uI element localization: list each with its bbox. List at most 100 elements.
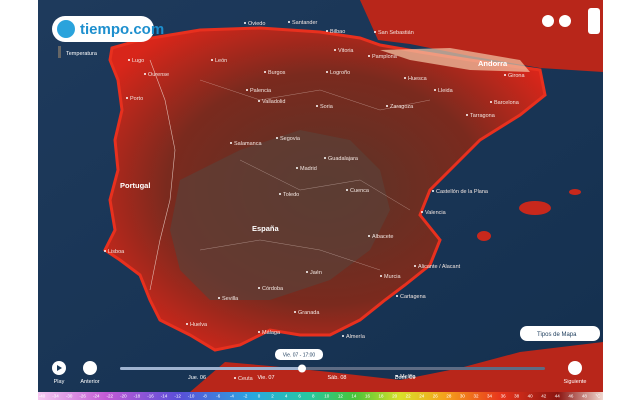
- button-zoom-out[interactable]: [559, 15, 571, 27]
- city-label: Oviedo: [248, 21, 265, 27]
- scale-label: -8: [203, 394, 207, 399]
- border-portugal: [149, 59, 176, 291]
- country-label: Portugal: [120, 181, 150, 190]
- city-label: Girona: [508, 73, 525, 79]
- land-meseta: [170, 130, 390, 300]
- city-label: Logroño: [330, 70, 350, 76]
- scale-label: 48: [582, 394, 588, 399]
- city-label: Albacete: [372, 234, 393, 240]
- scale-label: 2: [271, 394, 274, 399]
- city-dot: [128, 59, 130, 61]
- city-label: Melilla: [400, 374, 417, 380]
- labels-layer: Oviedo Santander Bilbao San Sebastián Lugo Ou…: [39, 20, 602, 399]
- city-label: León: [215, 58, 227, 64]
- city-label: Valladolid: [262, 99, 285, 105]
- scale-label: °C: [595, 394, 601, 399]
- scale-label: 42: [541, 394, 547, 399]
- city-label: Burgos: [268, 70, 286, 76]
- city-dot: [218, 297, 220, 299]
- city-dot: [396, 295, 398, 297]
- city-dot: [342, 335, 344, 337]
- scale-label: -18: [134, 394, 141, 399]
- city-dot: [380, 275, 382, 277]
- scale-label: 34: [487, 394, 493, 399]
- scale-label: -20: [120, 394, 127, 399]
- timeline-progress: [120, 367, 302, 370]
- scale-label: -24: [93, 394, 100, 399]
- scale-label: 28: [446, 394, 452, 399]
- island-mallorca: [519, 201, 551, 215]
- scale-label: -14: [161, 394, 168, 399]
- city-dot: [258, 331, 260, 333]
- timeline-day: Vie. 07: [257, 375, 274, 381]
- city-label: Segovia: [280, 136, 301, 142]
- city-dot: [288, 21, 290, 23]
- next-button[interactable]: [568, 361, 582, 375]
- city-dot: [264, 71, 266, 73]
- city-label: Palencia: [250, 88, 272, 94]
- city-label: Sevilla: [222, 296, 239, 302]
- scale-label: -34: [52, 394, 59, 399]
- city-label: San Sebastián: [378, 30, 414, 36]
- city-dot: [346, 189, 348, 191]
- city-label: Jaén: [310, 270, 322, 276]
- map-types-button[interactable]: [520, 326, 600, 341]
- city-dot: [368, 235, 370, 237]
- city-label: Cuenca: [350, 188, 370, 194]
- city-dot: [296, 167, 298, 169]
- country-label: Andorra: [478, 59, 508, 68]
- scale-label: -4: [230, 394, 234, 399]
- scale-label: 16: [365, 394, 371, 399]
- color-scale: [38, 392, 603, 400]
- city-label: Barcelona: [494, 100, 520, 106]
- city-label: Valencia: [425, 210, 447, 216]
- city-label: Murcia: [384, 274, 401, 280]
- timeline-day: Sáb. 08: [328, 375, 347, 381]
- scale-label: -30: [66, 394, 73, 399]
- land-france: [360, 0, 603, 72]
- timeline-thumb[interactable]: [298, 364, 306, 373]
- city-dot: [334, 49, 336, 51]
- scale-label: 18: [379, 394, 385, 399]
- button-zoom[interactable]: [588, 8, 600, 34]
- scale-label: -22: [107, 394, 114, 399]
- city-dot: [316, 105, 318, 107]
- city-label: Málaga: [262, 330, 281, 336]
- city-dot: [504, 74, 506, 76]
- scale-label: 30: [460, 394, 466, 399]
- city-dot: [230, 142, 232, 144]
- city-label: Toledo: [283, 192, 299, 198]
- city-dot: [326, 71, 328, 73]
- button-locate[interactable]: [542, 15, 554, 27]
- scale-label: 40: [528, 394, 534, 399]
- scale-label: -12: [174, 394, 181, 399]
- scale-label: 8: [312, 394, 315, 399]
- timeline-day: Dom. 09: [395, 375, 416, 381]
- timeline-day: Jue. 06: [188, 375, 206, 381]
- previous-button[interactable]: [83, 361, 97, 375]
- city-dot: [374, 31, 376, 33]
- city-dot: [246, 89, 248, 91]
- land-africa: [190, 342, 603, 392]
- city-dot: [396, 375, 398, 377]
- city-dot: [258, 287, 260, 289]
- scale-label: -40: [39, 394, 46, 399]
- pyrenees: [380, 48, 530, 72]
- city-label: Lisboa: [108, 249, 125, 255]
- city-dot: [306, 271, 308, 273]
- scale-label: 10: [324, 394, 330, 399]
- city-label: Castellón de la Plana: [436, 189, 489, 195]
- city-dot: [186, 323, 188, 325]
- city-label: Huelva: [190, 322, 208, 328]
- city-dot: [432, 190, 434, 192]
- city-dot: [414, 265, 416, 267]
- city-dot: [421, 211, 423, 213]
- scale-label: -10: [188, 394, 195, 399]
- scale-label: 24: [419, 394, 425, 399]
- logo-box[interactable]: [52, 16, 154, 42]
- time-tooltip-text: Vie. 07 - 17:00: [283, 353, 316, 359]
- layer-label: Temperatura: [66, 51, 98, 57]
- play-icon: [57, 365, 62, 371]
- scale-label: 44: [555, 394, 561, 399]
